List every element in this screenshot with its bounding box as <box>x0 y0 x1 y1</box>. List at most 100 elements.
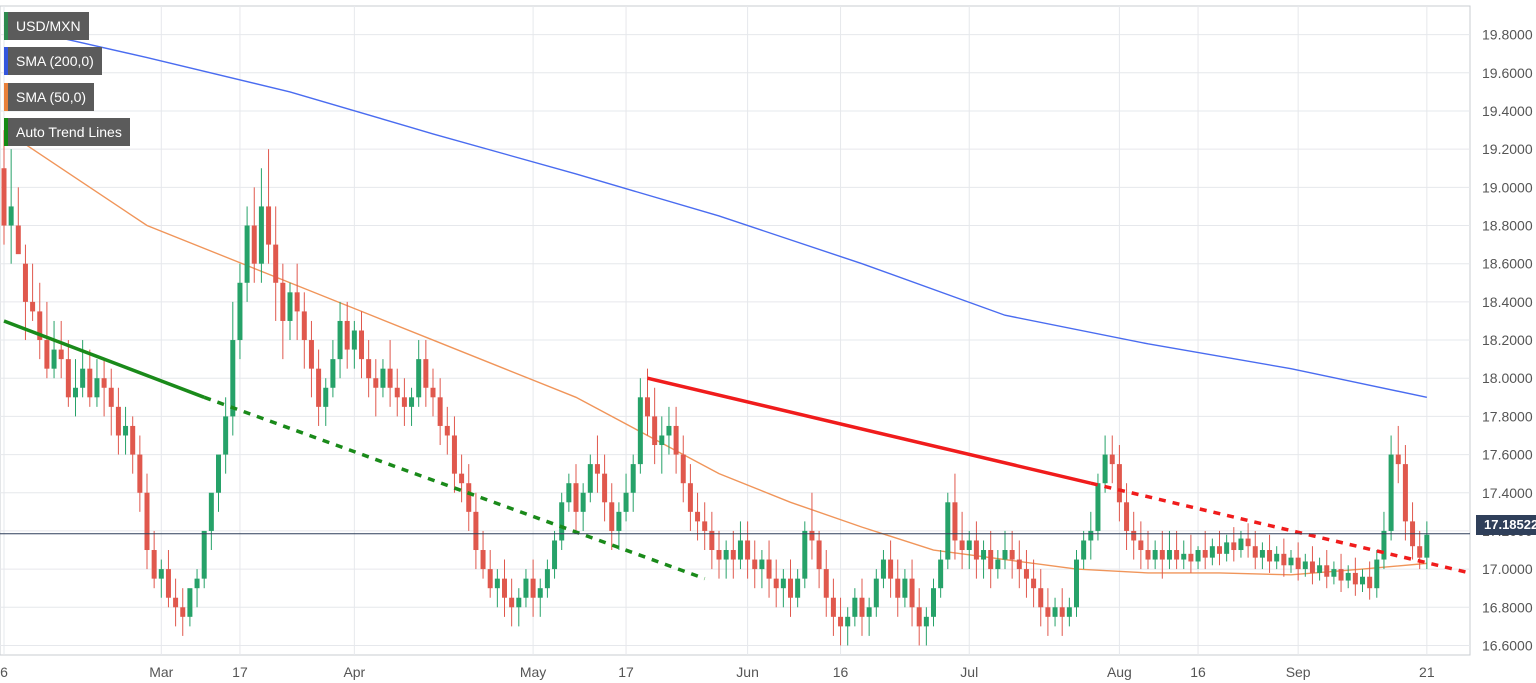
candle-body <box>709 530 715 551</box>
legend-sma50-label: SMA (50,0) <box>16 89 87 105</box>
candle-body <box>988 550 994 570</box>
candle-body <box>1009 550 1015 560</box>
candle-body <box>108 387 114 407</box>
candle-body <box>273 244 279 283</box>
candle-body <box>530 578 536 598</box>
candle-body <box>80 368 86 388</box>
candle-body <box>502 578 507 598</box>
candle-body <box>151 550 157 579</box>
candle-body <box>559 502 565 541</box>
y-tick-label: 18.4000 <box>1482 294 1533 310</box>
candle-body <box>1352 572 1358 585</box>
candle-body <box>895 578 901 598</box>
candle-body <box>1388 454 1394 531</box>
candle-body <box>1038 588 1044 608</box>
sma50-line <box>3 129 1427 576</box>
candle-body <box>344 320 350 350</box>
candle-body <box>509 597 515 608</box>
candle-body <box>401 397 407 407</box>
candle-body <box>1281 553 1287 566</box>
candle-body <box>1331 569 1337 577</box>
candle-body <box>788 578 793 598</box>
x-tick-label: Aug <box>1107 664 1132 680</box>
candle-body <box>1016 559 1022 570</box>
candle-body <box>973 540 979 560</box>
candle-body <box>873 578 879 608</box>
candle-body <box>838 616 844 627</box>
legend-symbol[interactable]: USD/MXN <box>4 12 89 40</box>
candle-body <box>194 578 200 589</box>
candle-body <box>466 483 472 512</box>
sma200-line <box>3 24 1427 398</box>
candle-body <box>416 359 422 398</box>
candle-body <box>702 521 708 531</box>
candle-body <box>645 397 650 417</box>
candle-body <box>995 559 1001 570</box>
candle-body <box>537 588 543 598</box>
x-tick-label: 16 <box>1190 664 1206 680</box>
candle-body <box>1209 546 1215 558</box>
candle-body <box>1023 569 1029 579</box>
y-tick-label: 16.6000 <box>1482 637 1533 653</box>
candle-body <box>301 311 307 341</box>
legend-sma200[interactable]: SMA (200,0) <box>4 47 102 75</box>
candle-body <box>1288 557 1294 566</box>
legend-symbol-swatch <box>4 12 8 40</box>
candle-body <box>931 588 936 617</box>
candle-body <box>1374 559 1380 589</box>
candle-body <box>65 359 71 398</box>
candle-body <box>394 387 400 398</box>
y-tick-label: 18.8000 <box>1482 218 1533 234</box>
candle-body <box>745 540 751 560</box>
candle-body <box>602 473 608 503</box>
candle-body <box>480 550 486 570</box>
x-tick-label: May <box>520 664 546 680</box>
candle-body <box>594 464 600 474</box>
candle-body <box>1159 550 1165 560</box>
candle-body <box>1045 607 1051 617</box>
candle-body <box>294 292 300 312</box>
candle-body <box>101 378 107 388</box>
candle-body <box>244 225 250 283</box>
y-tick-label: 17.6000 <box>1482 447 1533 463</box>
candle-body <box>330 359 336 388</box>
candle-body <box>459 473 465 484</box>
x-tick-label: 17 <box>232 664 248 680</box>
candle-body <box>366 359 372 379</box>
candle-body <box>1245 538 1251 547</box>
candle-body <box>487 569 493 589</box>
candle-body <box>830 597 836 617</box>
candle-body <box>580 492 586 512</box>
legend-sma50[interactable]: SMA (50,0) <box>4 83 95 111</box>
y-tick-label: 19.4000 <box>1482 103 1533 119</box>
trend-line-down-dashed <box>1090 481 1471 575</box>
candle-body <box>137 454 143 493</box>
x-tick-label: Sep <box>1286 664 1311 680</box>
candle-body <box>1195 550 1201 562</box>
y-tick-label: 18.6000 <box>1482 256 1533 272</box>
candle-body <box>223 416 229 455</box>
candle-body <box>1302 561 1308 570</box>
y-tick-label: 19.0000 <box>1482 179 1533 195</box>
candle-body <box>1102 454 1108 484</box>
legend-symbol-label: USD/MXN <box>16 18 81 34</box>
legend-trend[interactable]: Auto Trend Lines <box>4 118 130 146</box>
candle-body <box>1152 550 1158 560</box>
x-tick-label: Apr <box>343 664 365 680</box>
trend-line-down-solid <box>647 376 1092 485</box>
candle-body <box>351 330 357 350</box>
y-tick-label: 18.0000 <box>1482 370 1533 386</box>
candle-body <box>37 311 43 341</box>
candle-body <box>866 607 872 617</box>
candle-body <box>773 578 779 589</box>
candle-body <box>666 425 672 436</box>
candle-body <box>1109 454 1115 465</box>
candle-body <box>637 397 643 465</box>
candle-body <box>659 435 665 446</box>
x-tick-label: Jul <box>960 664 978 680</box>
candle-body <box>587 464 593 493</box>
candle-body <box>845 616 851 627</box>
candle-body <box>730 550 736 560</box>
candle-body <box>723 550 729 560</box>
candle-body <box>880 559 886 579</box>
